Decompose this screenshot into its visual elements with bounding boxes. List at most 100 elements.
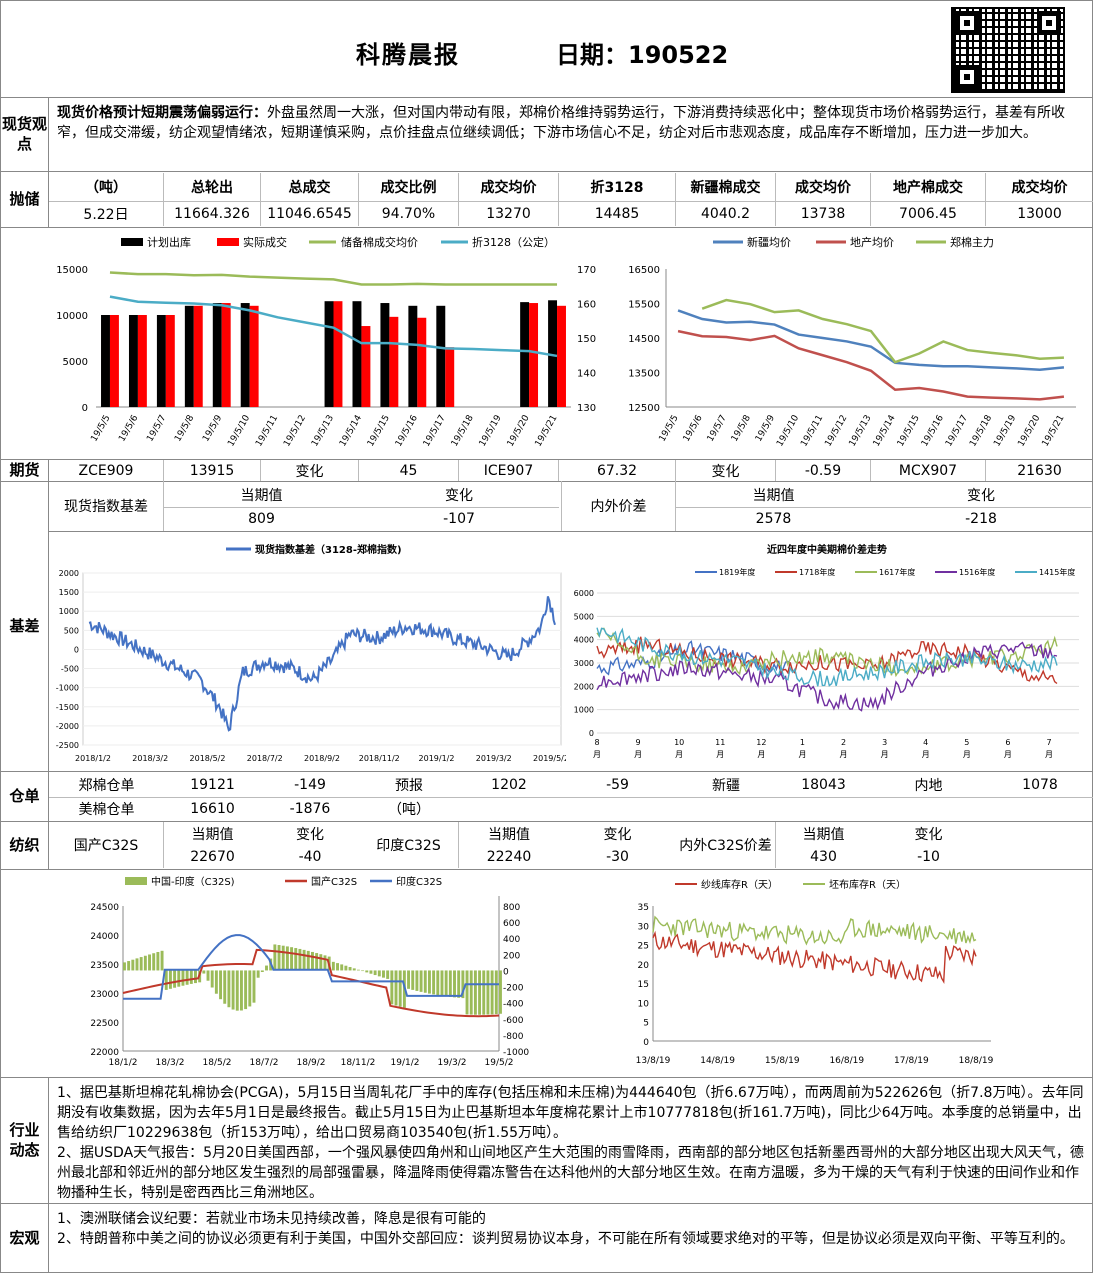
c4-x-unit: 月 [593,750,601,759]
spread-chart-title: 近四年度中美期棉价差走势 [767,543,887,556]
c5-diff-bar [457,970,461,998]
basis-header-current: 当期值 [240,488,283,504]
c5-diff-bar [181,970,185,986]
auction-value-1: 11664.326 [164,202,261,226]
c5-diff-bar [219,970,223,1000]
c5-diff-bar [143,955,147,971]
textile-v6: -10 [917,849,940,865]
c3-y-tick: 1500 [59,588,79,597]
c5-legend-label: 印度C32S [396,875,442,888]
inventory-chart-legend: 纱线库存R（天） 坯布库存R（天） [675,878,906,891]
c4-x-tick: 2 [841,738,846,747]
auction-value-7: 13738 [776,202,871,226]
c6-line-yarn [652,930,977,985]
basis-current-value: 809 [248,511,275,527]
c4-y-tick: 0 [589,729,594,738]
c5-diff-bar [290,947,294,971]
c2-line-0 [677,309,1065,371]
c6-y-tick: 10 [638,999,650,1009]
c5-diff-bar [298,948,302,971]
c1-bar-actual [417,317,427,407]
futures-cell-9: 21630 [986,460,1093,481]
c1-yr-tick: 13000 [577,403,596,414]
legend-xj: 新疆均价 [747,235,791,249]
c4-x-tick: 1 [800,738,805,747]
chart2-legend: 新疆均价 地产均价 郑棉主力 [713,235,994,249]
inventory-chart-axes: 35 30 25 20 15 10 5 0 13/8/19 14/8/19 15/8/19 16/8/… [636,903,994,1066]
warehouse-r1-7: 18043 [801,777,846,793]
c2-x-tick: 19/5/9 [754,413,777,443]
c5-y-tick: 22000 [90,1048,119,1058]
auction-value-2: 11046.6545 [261,202,359,226]
legend-basis: 现货指数基差（3128-郑棉指数) [255,543,402,556]
c3-y-tick: 1000 [59,607,79,616]
c3-x-tick: 2018/5/2 [190,754,226,763]
c5-x-tick: 19/5/2 [485,1058,514,1068]
chart1-legend: 计划出库 实际成交 储备棉成交均价 折3128（公定） [121,235,555,249]
c6-y-tick: 5 [643,1019,649,1029]
c1-bar-actual [389,316,399,407]
c4-x-unit: 月 [675,750,683,759]
c5-diff-bar [311,951,314,971]
c5-y2-tick: -600 [503,1016,524,1026]
c5-legend-label: 国产C32S [311,875,357,888]
c5-y2-tick: 0 [503,967,509,977]
spot-index-basis-label: 现货指数基差 [49,481,164,531]
c5-diff-bar [210,970,214,988]
inventory-chart-lines [652,915,977,985]
c5-diff-bar [231,970,235,1010]
textile-v3: 22240 [486,849,532,865]
c5-x-tick: 18/11/2 [341,1058,376,1068]
c4-legend-label: 1516年度 [959,567,995,577]
auction-header-6: 新疆棉成交 [676,173,776,201]
c5-diff-bar [273,944,277,971]
basis-label: 基差 [1,481,49,771]
c5-diff-bar [123,962,126,971]
c5-y-tick: 22500 [90,1019,119,1029]
c1-bar-plan [520,302,530,407]
c3-x-tick: 2018/9/2 [304,754,340,763]
warehouse-r1-5: -59 [606,777,629,793]
warehouse-r2-2: -1876 [289,801,331,817]
c1-bar-plan [436,305,446,407]
warehouse-r2-3: （吨） [388,802,430,818]
c5-x-tick: 18/9/2 [297,1058,326,1068]
c5-diff-bar [415,970,419,991]
c1-x-tick: 19/5/19 [478,413,504,448]
c5-diff-bar [306,950,310,971]
c1-yr-tick: 14000 [577,369,596,380]
c1-bar-plan [212,303,222,407]
c5-diff-bar [265,965,268,971]
c1-yl-tick: 0 [82,403,88,414]
futures-cell-6: 变化 [676,460,776,481]
c5-diff-bar [478,970,482,1015]
auction-value-6: 4040.2 [676,202,776,226]
c1-x-tick: 19/5/18 [450,413,476,448]
c6-x-tick: 13/8/19 [636,1056,671,1066]
textile-h1: 当期值 [191,827,234,843]
spread-header-change: 变化 [967,488,995,504]
textile-india-label: 印度C32S [359,822,459,868]
warehouse-r1-3: 预报 [395,778,423,794]
c1-x-tick: 19/5/7 [145,414,168,444]
spread-current-value: 2578 [755,511,792,527]
c4-x-tick: 5 [964,738,969,747]
c5-diff-bar [214,970,218,994]
c1-bar-plan [324,301,334,407]
c4-legend-label: 1718年度 [799,567,835,577]
c2-y-tick: 12500 [628,403,660,414]
spot-price-chart: 新疆均价 地产均价 郑棉主力 16500 15500 14500 13500 12500… [628,235,1076,449]
industry-p2: 2、据USDA天气报告：5月20日美国西部，一个强风暴使四角州和山间地区产生大范… [57,1145,1084,1201]
c5-diff-bar [239,970,243,1011]
c1-bar-actual [221,303,231,407]
c5-y2-tick: 200 [503,951,520,961]
c4-x-tick: 11 [715,738,725,747]
yarn-chart-axes: 24500 24000 23500 23000 22500 22000 800 600 400 2… [90,896,529,1068]
c1-x-tick: 19/5/16 [394,413,420,448]
auction-header-7: 成交均价 [776,173,871,201]
c3-x-tick: 2018/7/2 [247,754,283,763]
c5-diff-bar [344,965,348,971]
auction-value-4: 13270 [459,202,559,226]
c5-diff-bar [352,968,356,971]
c5-diff-bar [419,970,423,992]
